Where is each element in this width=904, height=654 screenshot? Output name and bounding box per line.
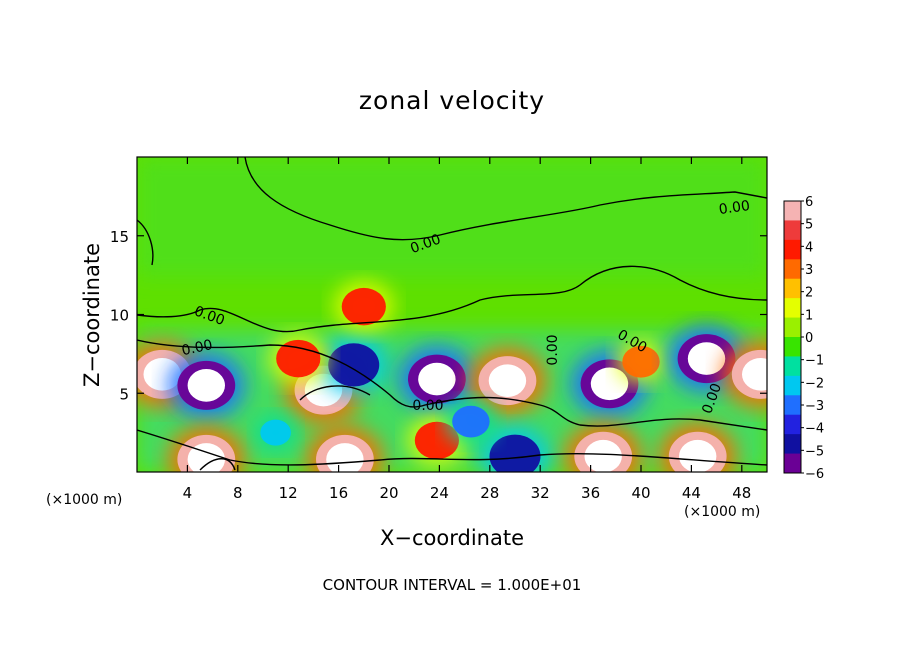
field-blob	[452, 405, 490, 438]
colorbar-label: −2	[805, 376, 824, 391]
contour-line	[137, 265, 767, 333]
colorbar-segment	[784, 201, 801, 221]
field-blob-core	[687, 342, 726, 375]
contour-line	[137, 339, 767, 431]
contour-lines	[137, 157, 767, 471]
x-tick-label: 28	[480, 484, 499, 502]
colorbar-label: 6	[805, 195, 813, 210]
contour-line	[299, 385, 371, 401]
x-tick-label: 32	[531, 484, 550, 502]
x-tick-label: 12	[279, 484, 298, 502]
colorbar: 6 5 4 3 2 1 0 −1 −2 −3 −4 −5 −6	[783, 195, 824, 482]
contour-interval-note: CONTOUR INTERVAL = 1.000E+01	[322, 576, 582, 594]
colorbar-segment	[784, 414, 801, 435]
field-blob-core	[418, 362, 456, 396]
contour-line	[199, 458, 236, 471]
field-blob	[341, 287, 386, 326]
field-blob	[489, 434, 541, 472]
field-blob-core	[187, 443, 225, 472]
x-tick-label: 48	[732, 484, 751, 502]
contour-label: 0.00	[545, 334, 561, 365]
x-axis-label: X−coordinate	[380, 526, 524, 550]
y-axis-label: Z−coordinate	[80, 243, 104, 387]
field-blob	[622, 345, 660, 378]
field-blob-core	[187, 369, 225, 402]
colorbar-label: 5	[805, 218, 813, 233]
colorbar-label: −3	[805, 399, 824, 414]
x-tick-label: 4	[183, 484, 193, 502]
colorbar-label: 1	[805, 308, 813, 323]
x-tick-label: 44	[682, 484, 701, 502]
colorbar-segment	[784, 337, 801, 357]
field-blob-core	[488, 364, 527, 397]
colorbar-segment	[784, 434, 801, 455]
contour-line	[137, 429, 767, 466]
field-blob-core	[326, 443, 364, 472]
colorbar-segment	[784, 375, 801, 396]
colorbar-segment	[784, 453, 801, 474]
field-blob-core	[584, 439, 622, 472]
y-tick-label: 10	[110, 307, 129, 325]
colorbar-label: −1	[805, 354, 824, 369]
colorbar-label: 0	[805, 331, 813, 346]
colorbar-segment	[784, 317, 801, 338]
colorbar-segment	[784, 395, 801, 416]
colorbar-label: 3	[805, 263, 813, 278]
x-tick-label: 24	[430, 484, 449, 502]
colorbar-label: 2	[805, 286, 813, 301]
colorbar-segment	[784, 239, 801, 260]
x-ticks: 4 8 12 16 20 24 28 32 36 40 44 48	[183, 157, 751, 502]
field-blob-core	[742, 358, 767, 391]
y-ticks: 5 10 15	[110, 228, 767, 403]
field-blob-core	[679, 439, 717, 472]
field-blob-core	[590, 367, 629, 401]
contour-line	[244, 157, 767, 241]
x-unit-label-right: (×1000 m)	[684, 504, 761, 520]
contour-label: 0.00	[180, 337, 214, 359]
colorbar-segment	[784, 298, 801, 319]
contour-line	[137, 219, 154, 266]
colorbar-label: 4	[805, 240, 813, 255]
x-tick-label: 8	[233, 484, 243, 502]
colorbar-segment	[784, 356, 801, 377]
colorbar-segment	[784, 278, 801, 299]
field-blobs	[137, 280, 767, 472]
upper-region	[137, 157, 767, 277]
field-blob	[276, 339, 321, 378]
chart-title: zonal velocity	[358, 86, 546, 115]
y-tick-label: 15	[110, 228, 129, 246]
colorbar-label: −5	[805, 444, 824, 459]
x-unit-label-left: (×1000 m)	[46, 492, 123, 508]
colorbar-segment	[784, 220, 801, 241]
colorbar-segment	[784, 259, 801, 280]
field-blob	[260, 419, 291, 446]
plot-area: 0.000.000.000.000.000.00 0.000.00	[137, 157, 767, 472]
x-tick-label: 20	[379, 484, 398, 502]
x-tick-label: 36	[581, 484, 600, 502]
x-tick-label: 40	[631, 484, 650, 502]
colorbar-label: −4	[805, 422, 824, 437]
field-blob	[328, 343, 380, 387]
colorbar-label: −6	[805, 467, 824, 482]
field-blob	[414, 421, 459, 460]
contour-label: 0.00	[718, 198, 751, 218]
x-tick-label: 16	[329, 484, 348, 502]
contour-label: 0.00	[412, 398, 443, 414]
y-tick-label: 5	[119, 385, 129, 403]
